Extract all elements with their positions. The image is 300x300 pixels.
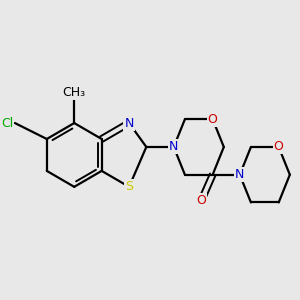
Text: CH₃: CH₃ — [63, 86, 86, 99]
Text: N: N — [235, 168, 244, 181]
Text: O: O — [196, 194, 206, 207]
Text: N: N — [124, 116, 134, 130]
Text: Cl: Cl — [1, 116, 13, 130]
Text: O: O — [208, 113, 218, 126]
Text: S: S — [125, 180, 133, 193]
Text: O: O — [274, 140, 284, 154]
Text: N: N — [169, 140, 178, 154]
